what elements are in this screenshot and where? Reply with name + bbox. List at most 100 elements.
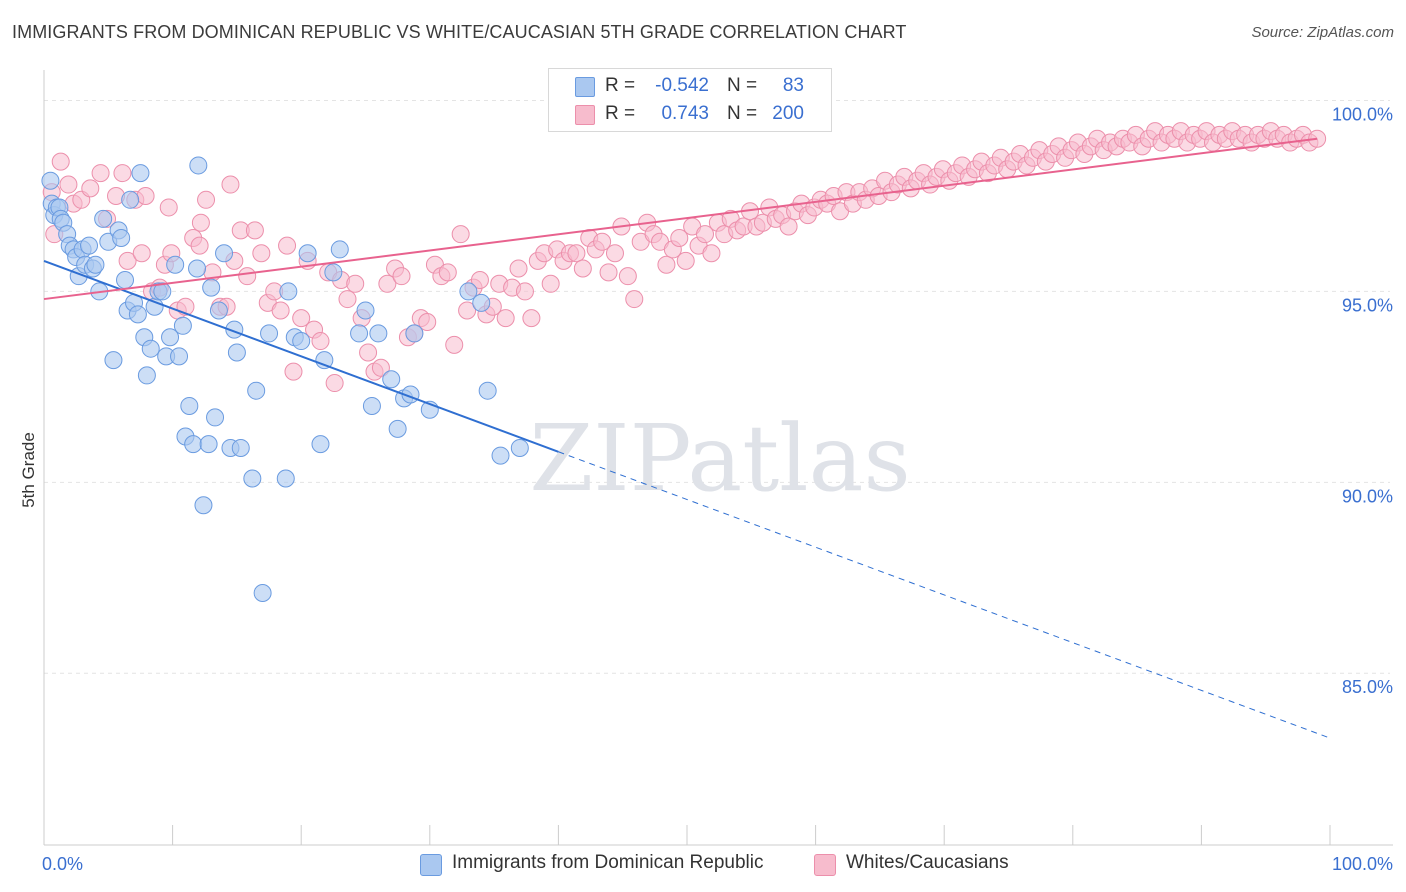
dominican-point bbox=[478, 381, 497, 400]
whites-point bbox=[292, 309, 311, 328]
whites-point bbox=[159, 198, 178, 217]
watermark: ZIPatlas bbox=[529, 405, 910, 512]
whites-point bbox=[605, 244, 624, 263]
bottom-legend-label: Whites/Caucasians bbox=[846, 852, 1009, 873]
dominican-point bbox=[94, 209, 113, 228]
dominican-point bbox=[388, 419, 407, 438]
whites-point bbox=[81, 179, 100, 198]
whites-point bbox=[522, 309, 541, 328]
dominican-point bbox=[459, 282, 478, 301]
legend-row-dominican: R = -0.542 N = 83 bbox=[549, 72, 831, 100]
dominican-point bbox=[137, 366, 156, 385]
whites-point bbox=[91, 164, 110, 183]
whites-point bbox=[445, 335, 464, 354]
whites-point bbox=[670, 228, 689, 247]
dominican-point bbox=[41, 171, 60, 190]
legend-n-value: 83 bbox=[782, 75, 804, 96]
whites-point bbox=[470, 270, 489, 289]
whites-point bbox=[618, 267, 637, 286]
whites-point bbox=[438, 263, 457, 282]
dominican-point bbox=[382, 370, 401, 389]
x-tick-label: 100.0% bbox=[1332, 854, 1393, 874]
whites-point bbox=[118, 251, 137, 270]
axes bbox=[43, 70, 1393, 846]
dominican-point bbox=[180, 396, 199, 415]
dominican-point bbox=[80, 236, 99, 255]
dominican-point bbox=[166, 255, 185, 274]
whites-point bbox=[238, 267, 257, 286]
dominican-point bbox=[189, 156, 208, 175]
whites-point bbox=[245, 221, 264, 240]
whites-point bbox=[346, 274, 365, 293]
legend-r-label: R = bbox=[605, 75, 636, 96]
dominican-point bbox=[243, 469, 262, 488]
dominican-point bbox=[292, 332, 311, 351]
whites-point bbox=[359, 343, 378, 362]
whites-point bbox=[625, 290, 644, 309]
legend-row-whites: R = 0.743 N = 200 bbox=[549, 100, 831, 128]
whites-point bbox=[371, 358, 390, 377]
dominican-point bbox=[356, 301, 375, 320]
y-tick-label: 100.0% bbox=[1332, 105, 1393, 125]
whites-point bbox=[599, 263, 618, 282]
dominican-point bbox=[472, 293, 491, 312]
dominican-point bbox=[491, 446, 510, 465]
whites-point bbox=[451, 225, 470, 244]
dominican-trend-extension bbox=[558, 451, 1331, 739]
bottom-legend-swatch-pink bbox=[814, 854, 836, 876]
dominican-point bbox=[161, 328, 180, 347]
whites-point bbox=[696, 225, 715, 244]
correlation-legend: R = -0.542 N = 83 R = 0.743 N = 200 bbox=[548, 68, 832, 132]
dominican-point bbox=[86, 255, 105, 274]
whites-point bbox=[338, 290, 357, 309]
whites-point bbox=[271, 301, 290, 320]
chart-title: IMMIGRANTS FROM DOMINICAN REPUBLIC VS WH… bbox=[12, 22, 907, 42]
dominican-point bbox=[215, 244, 234, 263]
whites-point bbox=[190, 236, 209, 255]
dominican-point bbox=[104, 351, 123, 370]
whites-point bbox=[657, 255, 676, 274]
whites-point bbox=[325, 374, 344, 393]
whites-point bbox=[676, 251, 695, 270]
whites-point bbox=[136, 186, 155, 205]
whites-point bbox=[132, 244, 151, 263]
dominican-point bbox=[510, 438, 529, 457]
whites-point bbox=[541, 274, 560, 293]
dominican-point bbox=[194, 496, 213, 515]
dominican-point bbox=[247, 381, 266, 400]
dominican-point bbox=[153, 282, 172, 301]
whites-point bbox=[113, 164, 132, 183]
y-tick-label: 95.0% bbox=[1342, 295, 1393, 315]
grid-lines bbox=[44, 100, 1390, 674]
whites-point bbox=[418, 312, 437, 331]
dominican-trend-line bbox=[43, 259, 559, 453]
dominican-point bbox=[227, 343, 246, 362]
dominican-point bbox=[202, 278, 221, 297]
source-label: Source: ZipAtlas.com bbox=[1251, 24, 1394, 41]
whites-point bbox=[509, 259, 528, 278]
dominican-point bbox=[260, 324, 279, 343]
dominican-point bbox=[121, 190, 140, 209]
dominican-point bbox=[188, 259, 207, 278]
whites-point bbox=[284, 362, 303, 381]
whites-point bbox=[197, 190, 216, 209]
tick-labels: 85.0% 90.0% 95.0% 100.0% 0.0% 100.0% bbox=[42, 105, 1393, 874]
dominican-point bbox=[116, 270, 135, 289]
whites-point bbox=[593, 232, 612, 251]
dominican-point bbox=[253, 584, 272, 603]
whites-point bbox=[221, 175, 240, 194]
whites-point bbox=[311, 332, 330, 351]
whites-point bbox=[458, 301, 477, 320]
y-axis-label: 5th Grade bbox=[19, 432, 38, 508]
legend-r-value: 0.743 bbox=[661, 103, 709, 124]
whites-point bbox=[779, 217, 798, 236]
dominican-point bbox=[173, 316, 192, 335]
legend-n-value: 200 bbox=[772, 103, 804, 124]
whites-point bbox=[51, 152, 70, 171]
dominican-point bbox=[170, 347, 189, 366]
series-dominican-points bbox=[41, 156, 529, 603]
dominican-point bbox=[405, 324, 424, 343]
series-whites-points bbox=[42, 122, 1327, 393]
y-tick-label: 90.0% bbox=[1342, 486, 1393, 506]
dominican-point bbox=[206, 408, 225, 427]
